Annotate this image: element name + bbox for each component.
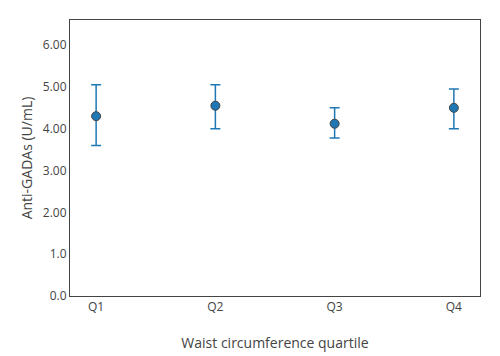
svg-text:Waist circumference quartile: Waist circumference quartile (181, 333, 368, 352)
svg-text:Q1: Q1 (88, 298, 104, 315)
svg-text:Q2: Q2 (207, 298, 223, 315)
svg-text:5.00: 5.00 (43, 78, 67, 95)
svg-text:6.00: 6.00 (43, 36, 67, 53)
svg-text:3.00: 3.00 (43, 162, 67, 179)
svg-text:0.0: 0.0 (50, 287, 67, 304)
svg-text:2.00: 2.00 (43, 204, 67, 221)
svg-text:4.00: 4.00 (43, 120, 67, 137)
svg-text:Anti-GADAs (U/mL): Anti-GADAs (U/mL) (17, 97, 36, 220)
svg-text:Q4: Q4 (446, 298, 462, 315)
svg-text:1.0: 1.0 (50, 245, 67, 262)
svg-text:Q3: Q3 (327, 298, 343, 315)
